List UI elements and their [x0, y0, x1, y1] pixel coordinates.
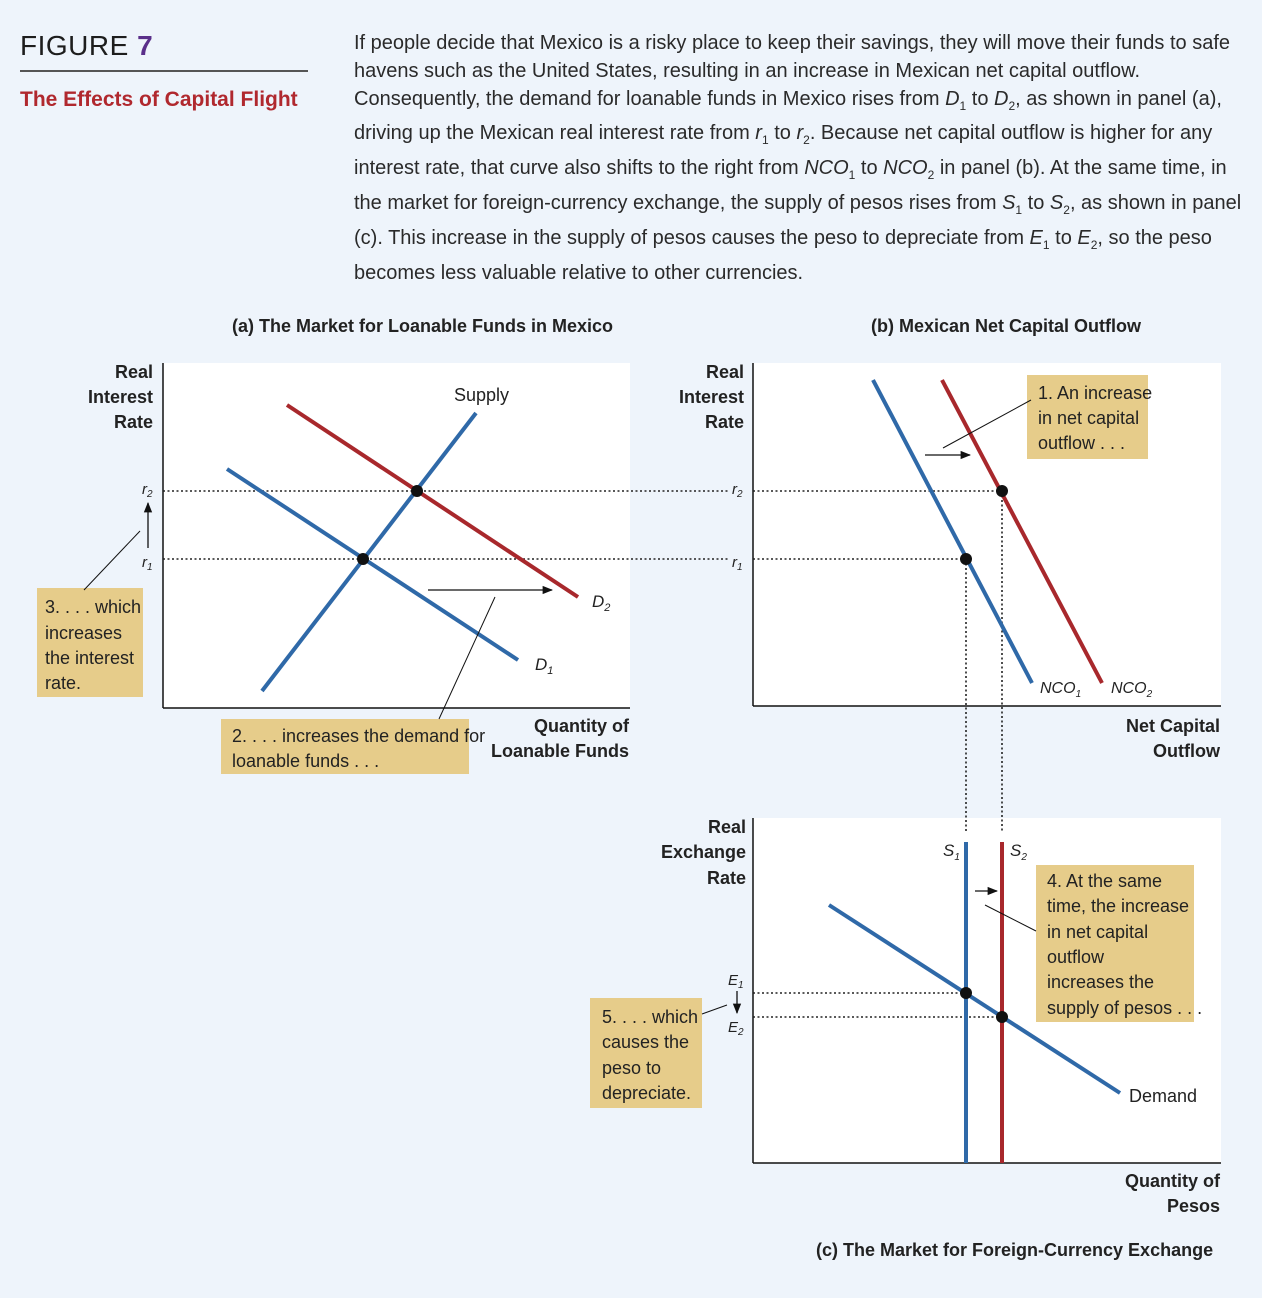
nco1-point	[960, 553, 972, 565]
nco1-curve	[871, 379, 1034, 684]
figure-label: FIGURE 7	[20, 30, 153, 62]
panel-a-axes	[162, 363, 630, 709]
svg-text:outflow . . .: outflow . . .	[1038, 433, 1125, 453]
panel-b-y-label: Real Interest Rate	[679, 362, 744, 432]
svg-text:the interest: the interest	[45, 648, 134, 668]
equilibrium-point-2	[411, 485, 423, 497]
d1-label: D1	[535, 655, 553, 677]
note-4-text: 4. At the same time, the increase in net…	[1047, 871, 1202, 1018]
panel-b-title: (b) Mexican Net Capital Outflow	[871, 316, 1142, 336]
supply-curve	[260, 411, 478, 693]
svg-text:Rate: Rate	[707, 868, 746, 888]
e2-point	[996, 1011, 1008, 1023]
svg-text:rate.: rate.	[45, 673, 81, 693]
svg-text:Quantity of: Quantity of	[534, 716, 630, 736]
demand-d2-curve	[285, 403, 580, 599]
demand-label: Demand	[1129, 1086, 1197, 1106]
panel-c-y-label: Real Exchange Rate	[661, 817, 746, 888]
nco1-label: NCO1	[1040, 680, 1081, 700]
svg-text:Interest: Interest	[88, 387, 153, 407]
svg-text:4. At the same: 4. At the same	[1047, 871, 1162, 891]
nco2-label: NCO2	[1111, 680, 1153, 700]
svg-text:Pesos: Pesos	[1167, 1196, 1220, 1216]
figure-title: The Effects of Capital Flight	[20, 88, 298, 111]
note-1-text: 1. An increase in net capital outflow . …	[1038, 383, 1152, 453]
svg-text:causes the: causes the	[602, 1032, 689, 1052]
e2-label: E2	[728, 1019, 744, 1038]
svg-text:time, the increase: time, the increase	[1047, 896, 1189, 916]
note-2-box	[221, 719, 469, 774]
svg-text:supply of pesos . . .: supply of pesos . . .	[1047, 998, 1202, 1018]
note-3-box	[37, 588, 143, 697]
svg-text:Real: Real	[115, 362, 153, 382]
svg-text:Rate: Rate	[114, 412, 153, 432]
r1-label-b: r1	[732, 554, 743, 573]
svg-text:Net Capital: Net Capital	[1126, 716, 1220, 736]
nco2-point	[996, 485, 1008, 497]
r2-label-a: r2	[142, 481, 153, 500]
svg-text:Loanable Funds: Loanable Funds	[491, 741, 629, 761]
svg-text:outflow: outflow	[1047, 947, 1105, 967]
svg-text:Outflow: Outflow	[1153, 741, 1221, 761]
svg-text:peso to: peso to	[602, 1058, 661, 1078]
panel-a-y-label: Real Interest Rate	[88, 362, 153, 432]
peso-demand-curve	[827, 903, 1122, 1095]
leader-lines	[83, 399, 1037, 1015]
svg-text:loanable funds . . .: loanable funds . . .	[232, 751, 379, 771]
d2-label: D2	[592, 592, 610, 614]
demand-d1-curve	[225, 467, 520, 662]
note-1-box	[1027, 375, 1148, 459]
panel-a-title: (a) The Market for Loanable Funds in Mex…	[232, 316, 613, 336]
svg-text:Exchange: Exchange	[661, 842, 746, 862]
panel-b-axes	[752, 363, 1221, 707]
panel-a-x-label: Quantity of Loanable Funds	[491, 716, 630, 761]
equilibrium-point-1	[357, 553, 369, 565]
svg-text:increases: increases	[45, 623, 122, 643]
svg-text:Rate: Rate	[705, 412, 744, 432]
panel-c-axes	[752, 818, 1221, 1164]
panel-b-x-label: Net Capital Outflow	[1126, 716, 1221, 761]
r1-label-a: r1	[142, 554, 153, 573]
svg-text:Interest: Interest	[679, 387, 744, 407]
nco2-curve	[940, 379, 1104, 684]
figure-number: 7	[137, 30, 154, 61]
panel-b-plot	[753, 363, 1221, 706]
r2-label-b: r2	[732, 481, 743, 500]
panel-a-plot	[163, 363, 630, 708]
figure-divider	[20, 70, 308, 72]
svg-text:increases the: increases the	[1047, 972, 1154, 992]
svg-text:Quantity of: Quantity of	[1125, 1171, 1221, 1191]
figure-caption: If people decide that Mexico is a risky …	[354, 32, 1242, 284]
svg-text:in net capital: in net capital	[1038, 408, 1139, 428]
svg-text:Real: Real	[706, 362, 744, 382]
e1-label: E1	[728, 972, 744, 991]
svg-text:1. An increase: 1. An increase	[1038, 383, 1152, 403]
svg-text:5. . . . which: 5. . . . which	[602, 1007, 698, 1027]
note-4-box	[1036, 865, 1194, 1022]
svg-text:2. . . . increases the demand: 2. . . . increases the demand for	[232, 726, 485, 746]
figure-label-text: FIGURE	[20, 30, 129, 61]
svg-text:in net capital: in net capital	[1047, 922, 1148, 942]
supply-label: Supply	[454, 385, 509, 405]
note-5-text: 5. . . . which causes the peso to deprec…	[602, 1007, 698, 1103]
e1-point	[960, 987, 972, 999]
svg-text:depreciate.: depreciate.	[602, 1083, 691, 1103]
svg-text:Real: Real	[708, 817, 746, 837]
panel-c-title: (c) The Market for Foreign-Currency Exch…	[816, 1240, 1213, 1260]
s2-label: S2	[1010, 841, 1027, 863]
note-3-text: 3. . . . which increases the interest ra…	[45, 597, 141, 693]
note-5-box	[590, 998, 702, 1108]
svg-text:3. . . . which: 3. . . . which	[45, 597, 141, 617]
note-2-text: 2. . . . increases the demand for loanab…	[232, 726, 485, 771]
panel-c-x-label: Quantity of Pesos	[1125, 1171, 1221, 1216]
s1-label: S1	[943, 841, 960, 863]
